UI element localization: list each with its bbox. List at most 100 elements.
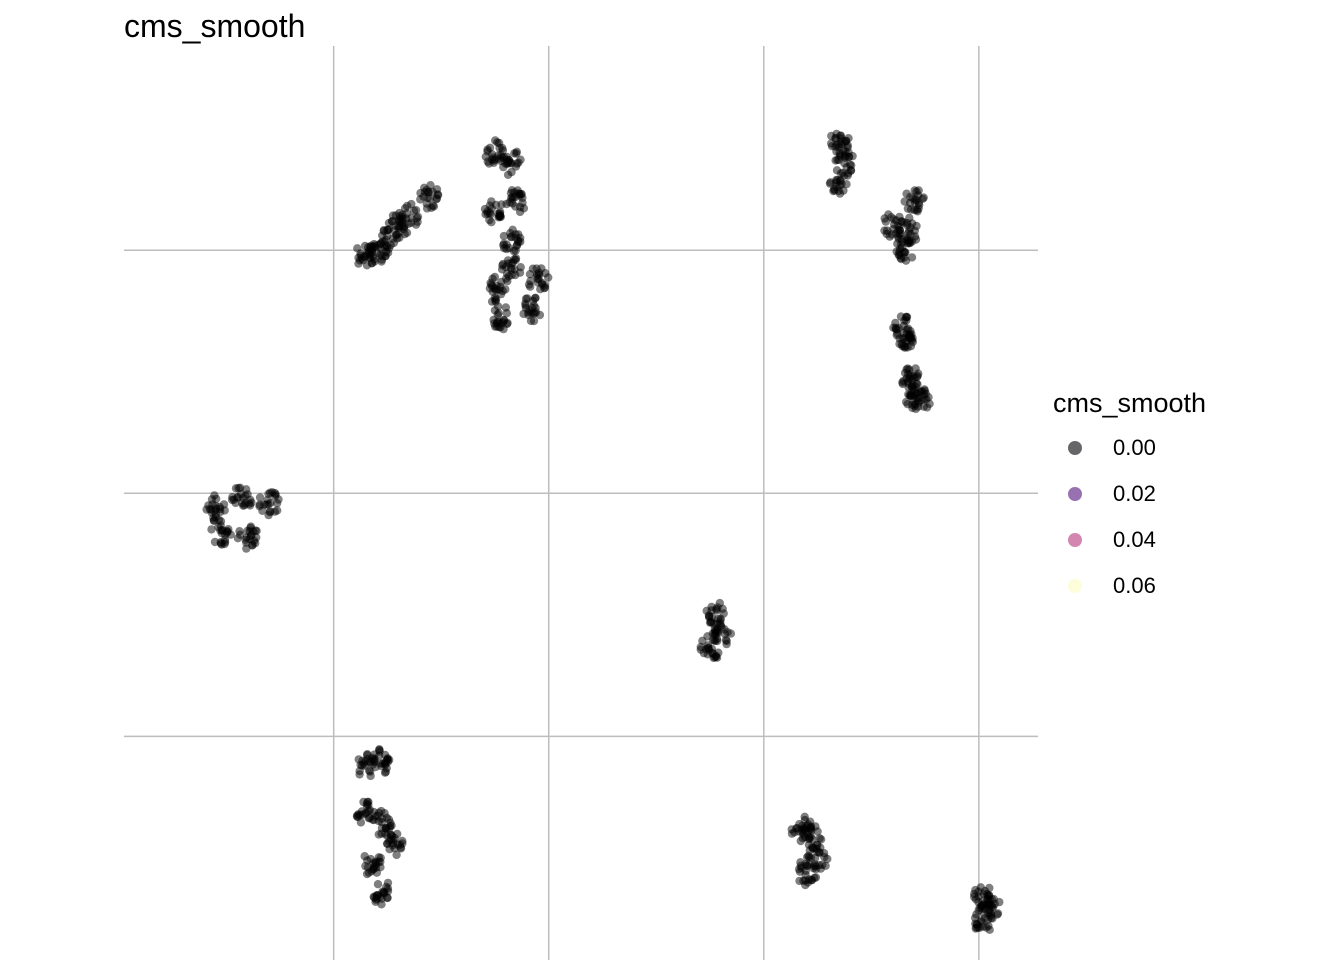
data-point bbox=[708, 649, 718, 658]
data-point bbox=[393, 829, 402, 839]
data-point bbox=[420, 187, 430, 197]
data-point bbox=[907, 253, 917, 262]
data-point bbox=[502, 244, 511, 254]
data-point bbox=[265, 508, 275, 517]
data-point bbox=[383, 893, 392, 903]
data-point bbox=[904, 237, 913, 246]
data-point bbox=[521, 294, 531, 303]
data-point bbox=[903, 218, 912, 228]
data-point bbox=[510, 265, 519, 274]
data-point bbox=[844, 134, 853, 143]
data-point bbox=[380, 768, 390, 777]
data-point bbox=[719, 609, 728, 618]
data-point bbox=[235, 527, 244, 536]
legend-swatch-icon bbox=[1068, 533, 1082, 547]
data-point bbox=[484, 159, 494, 168]
data-point bbox=[202, 505, 211, 514]
data-point bbox=[511, 255, 520, 265]
data-point bbox=[363, 797, 372, 807]
data-point bbox=[432, 194, 441, 203]
data-point bbox=[409, 206, 419, 215]
data-point bbox=[512, 159, 522, 168]
data-point bbox=[384, 225, 394, 234]
data-point bbox=[392, 850, 401, 860]
data-point bbox=[895, 339, 904, 349]
legend-swatch-icon bbox=[1068, 441, 1082, 455]
data-point bbox=[491, 136, 500, 145]
data-point bbox=[375, 745, 384, 755]
data-point bbox=[908, 400, 917, 409]
data-point bbox=[381, 235, 391, 244]
data-point bbox=[356, 818, 366, 827]
data-point bbox=[813, 827, 822, 836]
data-point bbox=[993, 909, 1003, 918]
data-point bbox=[499, 315, 508, 325]
data-point bbox=[898, 379, 907, 389]
data-point bbox=[400, 204, 410, 213]
data-point bbox=[426, 181, 435, 190]
data-point bbox=[369, 865, 378, 874]
data-point bbox=[832, 166, 842, 175]
data-point bbox=[984, 891, 993, 900]
data-point bbox=[363, 856, 372, 865]
data-point bbox=[503, 170, 513, 179]
data-point bbox=[524, 280, 534, 289]
data-point bbox=[502, 309, 511, 318]
data-point bbox=[407, 199, 416, 209]
data-point bbox=[720, 625, 729, 634]
data-point bbox=[236, 489, 246, 499]
data-point bbox=[255, 493, 265, 502]
data-point bbox=[521, 303, 531, 313]
data-point bbox=[892, 330, 901, 340]
data-point bbox=[491, 200, 501, 210]
data-point bbox=[493, 302, 503, 311]
data-point bbox=[708, 635, 718, 645]
legend-item: 0.04 bbox=[1053, 525, 1206, 571]
data-point bbox=[712, 624, 722, 633]
data-point bbox=[900, 197, 909, 206]
data-point bbox=[806, 822, 816, 831]
data-point bbox=[892, 247, 901, 256]
data-point bbox=[502, 274, 511, 283]
chart-title: cms_smooth bbox=[124, 8, 306, 44]
data-point bbox=[485, 143, 495, 152]
data-point bbox=[215, 504, 225, 514]
data-point bbox=[486, 210, 495, 219]
data-point bbox=[246, 523, 255, 533]
data-point bbox=[220, 538, 230, 547]
data-point bbox=[698, 636, 707, 645]
data-point bbox=[388, 211, 398, 220]
data-point bbox=[363, 243, 373, 252]
data-point bbox=[384, 244, 394, 253]
data-point bbox=[712, 604, 721, 614]
data-point bbox=[913, 371, 922, 380]
data-point bbox=[377, 900, 386, 909]
legend-title: cms_smooth bbox=[1053, 388, 1207, 418]
data-point bbox=[980, 914, 989, 923]
data-point bbox=[902, 365, 911, 374]
data-point bbox=[910, 198, 920, 207]
data-point bbox=[368, 815, 377, 824]
data-point bbox=[481, 152, 490, 161]
data-point bbox=[411, 220, 421, 229]
data-point bbox=[491, 322, 500, 331]
data-point bbox=[906, 205, 916, 214]
data-point bbox=[528, 264, 538, 273]
data-point bbox=[499, 231, 509, 241]
data-point bbox=[241, 499, 250, 508]
data-point bbox=[841, 152, 850, 161]
data-point bbox=[880, 214, 889, 223]
data-point bbox=[839, 145, 848, 155]
data-points bbox=[202, 129, 1004, 934]
data-point bbox=[374, 853, 383, 862]
data-point bbox=[798, 834, 808, 843]
data-point bbox=[502, 152, 511, 162]
data-point bbox=[499, 324, 508, 334]
data-point bbox=[889, 225, 898, 234]
data-point bbox=[835, 176, 845, 185]
data-point bbox=[210, 537, 220, 547]
data-point bbox=[416, 195, 425, 204]
data-point bbox=[501, 262, 511, 272]
data-point bbox=[496, 212, 505, 222]
